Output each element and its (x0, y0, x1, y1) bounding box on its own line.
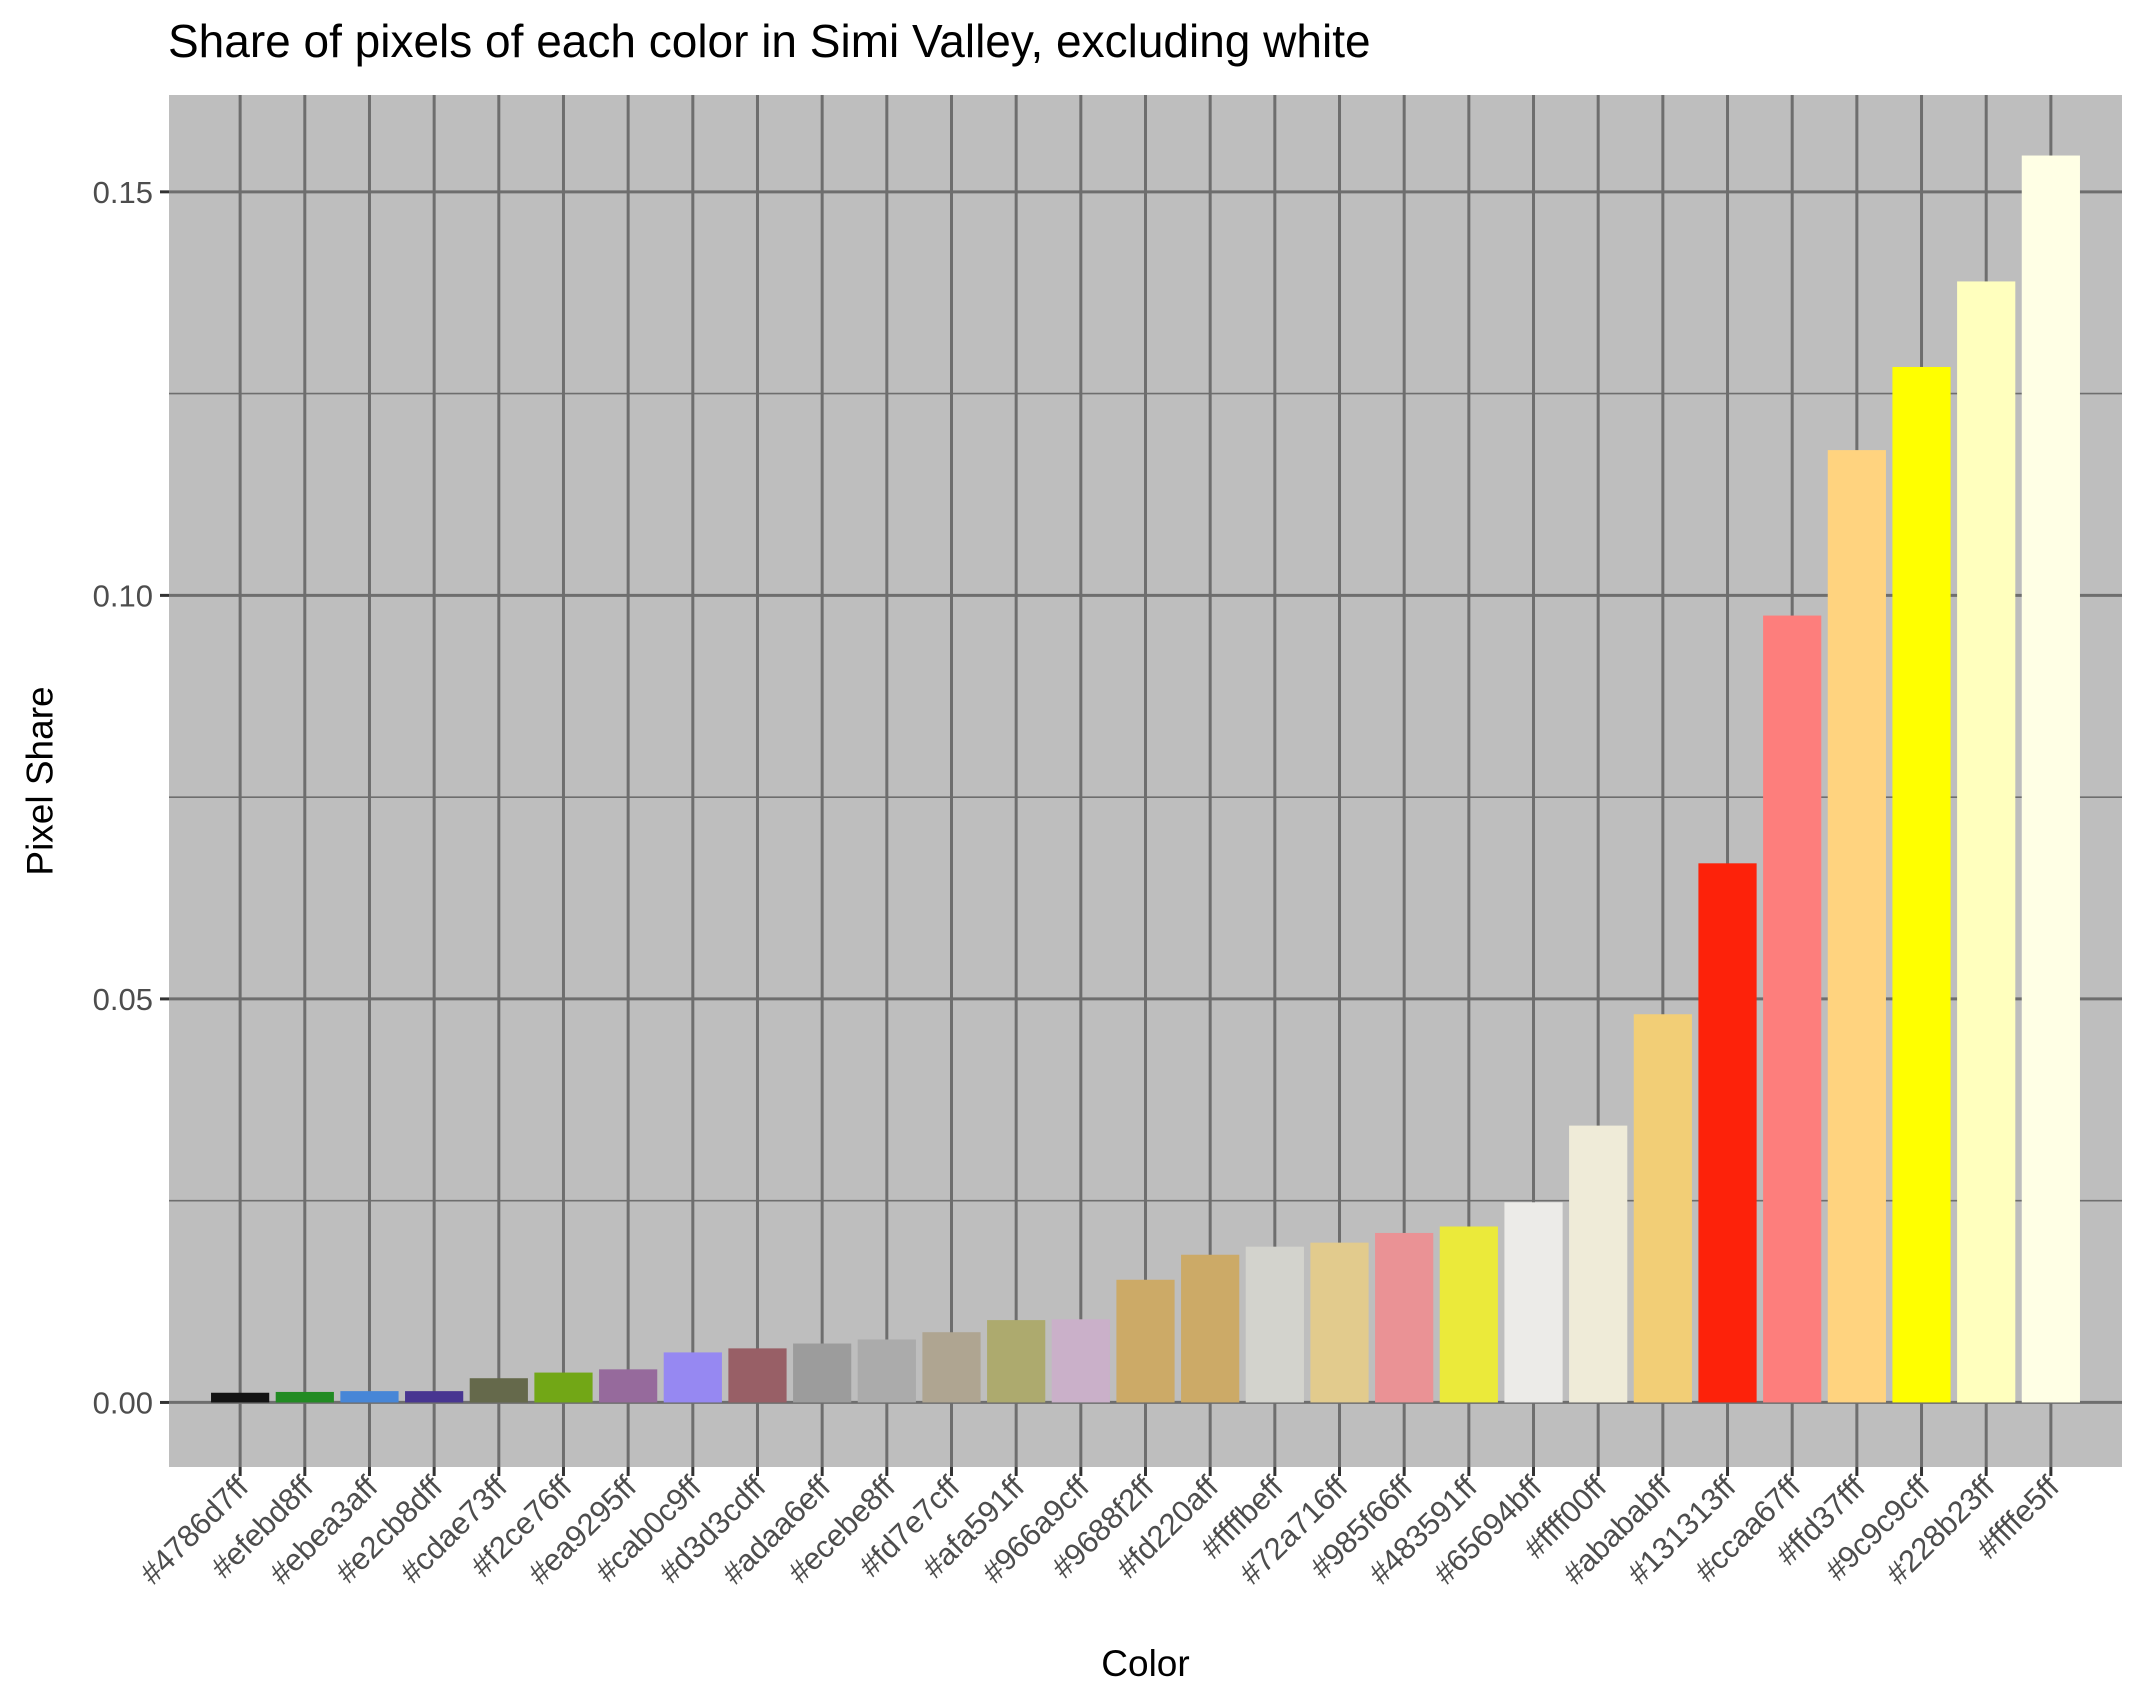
bar (1310, 1242, 1369, 1403)
bar (728, 1348, 787, 1403)
bar (1957, 281, 2016, 1403)
bar (211, 1392, 270, 1403)
bar (469, 1378, 528, 1403)
bar (1116, 1279, 1175, 1403)
bar (340, 1391, 399, 1403)
bar (599, 1369, 658, 1403)
bar (1763, 615, 1822, 1403)
bar (534, 1372, 593, 1403)
y-tick-label: 0.15 (93, 175, 153, 210)
bar (1181, 1254, 1240, 1403)
bar (1892, 366, 1951, 1403)
bar (663, 1352, 722, 1403)
y-tick-label: 0.10 (93, 578, 153, 613)
x-axis-ticks: #4786d7ff#efebd8ff#ebea3aff#e2cb8dff#cda… (133, 1467, 2066, 1591)
bar (1827, 450, 1886, 1403)
bar (1375, 1232, 1434, 1403)
x-axis-label: Color (1101, 1643, 1189, 1684)
bar (922, 1332, 981, 1403)
bar (1569, 1125, 1628, 1403)
chart-title: Share of pixels of each color in Simi Va… (168, 15, 1371, 67)
bar (1633, 1014, 1692, 1403)
bar (793, 1343, 852, 1403)
bar (857, 1339, 916, 1403)
bar (1439, 1226, 1498, 1403)
bar (275, 1391, 334, 1403)
y-axis-label: Pixel Share (20, 686, 61, 875)
y-tick-label: 0.00 (93, 1385, 153, 1420)
bars (211, 155, 2080, 1403)
bar (1051, 1319, 1110, 1403)
y-axis-ticks: 0.00 0.05 0.10 0.15 (93, 175, 169, 1420)
bar (2021, 155, 2080, 1403)
bar (1698, 863, 1757, 1403)
y-tick-label: 0.05 (93, 982, 153, 1017)
bar (1245, 1246, 1304, 1403)
bar (405, 1391, 464, 1403)
bar (987, 1320, 1046, 1403)
bar (1504, 1202, 1563, 1403)
